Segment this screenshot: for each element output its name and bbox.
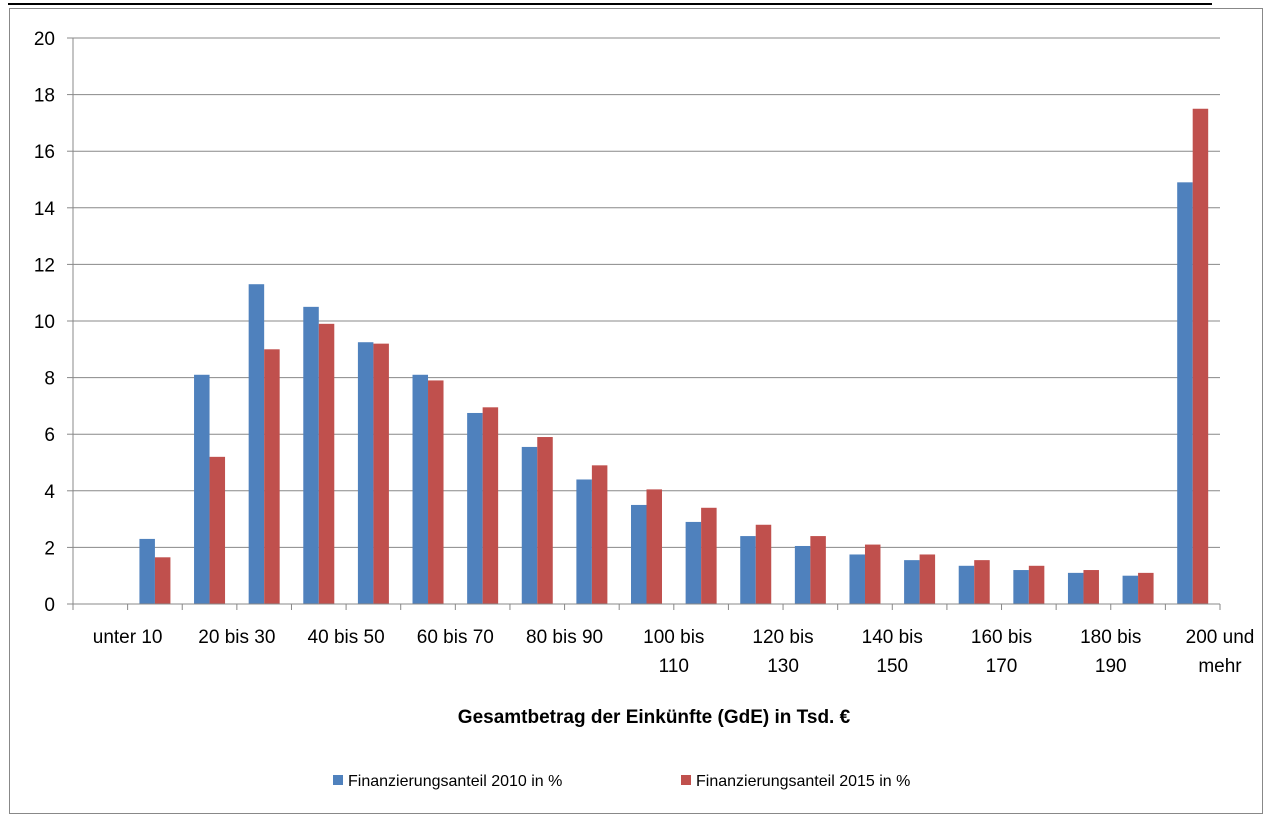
bar-series1-cat21 [1177,182,1193,604]
bar-series2-cat21 [1192,108,1209,604]
bar-series1-cat12 [685,521,702,604]
bar-series1-cat9 [521,446,538,604]
y-tick-label: 16 [34,142,55,163]
x-category-label: 20 bis 30 [198,627,275,648]
x-category-label: 180 bis [1080,627,1141,648]
bar-series1-cat19 [1067,572,1084,604]
y-tick-label: 8 [44,369,55,390]
bar-series1-cat5 [303,306,319,604]
x-category-label: 60 bis 70 [417,627,494,648]
bar-series1-cat16 [904,560,920,604]
bar-series2-cat12 [701,507,717,604]
y-tick-label: 10 [34,312,55,333]
bar-series2-cat17 [974,560,990,604]
x-category-label: 130 [767,656,799,677]
bar-series1-cat14 [794,545,811,604]
bar-series2-cat4 [264,349,280,604]
y-tick-label: 2 [44,538,55,559]
x-category-label: 190 [1095,656,1127,677]
bar-series2-cat7 [428,380,444,604]
bar-series1-cat7 [412,374,429,604]
bar-series1-cat13 [740,536,756,604]
y-tick-labels: 0 2 4 6 8 10 12 14 16 18 20 [34,29,56,616]
bar-series2-cat10 [591,465,608,604]
legend: Finanzierungsanteil 2010 in % Finanzierun… [333,773,910,790]
x-category-label: 80 bis 90 [526,627,603,648]
bar-series2-cat19 [1083,570,1099,604]
legend-label-2: Finanzierungsanteil 2015 in % [696,773,910,790]
y-tick-label: 14 [34,199,56,220]
bar-series2-cat9 [537,437,553,604]
y-tick-label: 12 [34,255,55,276]
bar-series2-cat8 [482,407,499,604]
x-category-labels: unter 10 20 bis 30 40 bis 50 60 bis 70 80 bi… [93,627,1255,677]
chart-border [9,8,1263,814]
axes [67,37,1221,610]
x-category-label: unter 10 [93,627,163,648]
x-category-label: 140 bis [862,627,923,648]
bar-series2-cat13 [755,524,772,604]
bar-series1-cat6 [357,342,374,604]
y-tick-label: 20 [34,29,55,50]
legend-swatch-1 [333,775,343,785]
bar-series1-cat8 [467,412,483,604]
bar-series1-cat15 [849,554,865,604]
x-category-label: 40 bis 50 [308,627,385,648]
y-tick-label: 4 [44,482,55,503]
bar-series1-cat2 [139,538,155,604]
x-category-label: 170 [986,656,1018,677]
bar-series1-cat17 [958,565,975,604]
bar-series1-cat10 [576,479,592,604]
bars [139,108,1209,604]
x-category-label: 150 [876,656,908,677]
bar-series2-cat18 [1028,565,1045,604]
bar-series2-cat2 [154,557,171,604]
bar-series1-cat3 [194,374,210,604]
bar-series2-cat16 [919,554,936,604]
bar-series1-cat11 [631,504,647,604]
x-category-label: mehr [1198,656,1242,677]
bar-series2-cat15 [864,544,881,604]
x-category-label: 160 bis [971,627,1032,648]
legend-swatch-2 [681,775,691,785]
bar-series1-cat18 [1013,570,1029,604]
bar-series1-cat20 [1122,575,1139,604]
bar-series2-cat6 [373,343,389,604]
y-tick-label: 6 [44,425,55,446]
x-axis-title: Gesamtbetrag der Einkünfte (GdE) in Tsd.… [458,707,851,728]
bar-series2-cat11 [646,489,662,604]
legend-label-1: Finanzierungsanteil 2010 in % [348,773,562,790]
bar-series2-cat14 [810,536,826,604]
x-category-label: 110 [659,656,689,677]
bar-series2-cat5 [318,323,335,604]
bar-series2-cat3 [209,456,226,604]
x-category-label: 120 bis [752,627,813,648]
x-category-label: 200 und [1186,627,1255,648]
bar-series2-cat20 [1138,572,1154,604]
bar-series1-cat4 [248,284,265,604]
y-tick-label: 18 [34,86,55,107]
y-tick-label: 0 [44,595,55,616]
x-category-label: 100 bis [643,627,704,648]
